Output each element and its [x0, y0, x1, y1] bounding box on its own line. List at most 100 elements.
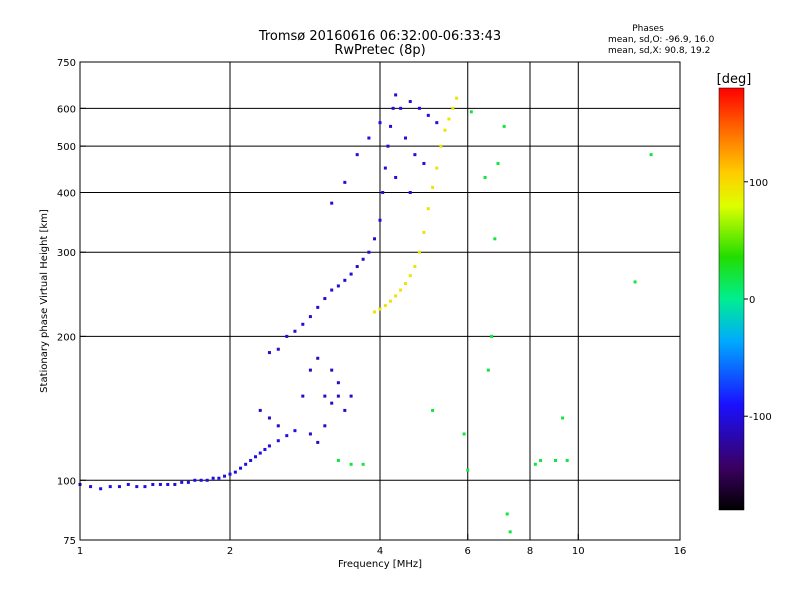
data-point [276, 439, 280, 443]
data-point [565, 458, 569, 462]
data-point [435, 166, 439, 170]
data-point [399, 288, 403, 292]
x-axis-ticks: 1 2 4 6 8 10 16 [77, 534, 686, 557]
data-point [505, 512, 509, 516]
data-point [135, 485, 139, 489]
data-point [361, 257, 365, 261]
data-point [361, 462, 365, 466]
data-points [78, 93, 653, 534]
data-point [301, 394, 305, 398]
y-tick-label: 300 [57, 248, 76, 259]
data-point [533, 462, 537, 466]
data-point [180, 480, 184, 484]
data-point [258, 451, 262, 455]
data-point [367, 250, 371, 254]
data-point [378, 218, 382, 222]
data-point [349, 272, 353, 276]
data-point [249, 458, 253, 462]
data-point [633, 280, 637, 284]
data-point [462, 432, 466, 436]
data-point [108, 485, 112, 489]
data-point [301, 322, 305, 326]
data-point [561, 416, 565, 420]
colorbar-ticks: 100 0 -100 [744, 178, 772, 423]
data-point [373, 310, 377, 314]
y-tick-label: 500 [57, 142, 76, 153]
chart-title: Tromsø 20160616 06:32:00-06:33:43 [258, 29, 501, 44]
data-point [443, 128, 447, 132]
data-point [508, 530, 512, 534]
data-point [422, 161, 426, 165]
data-point [373, 237, 377, 241]
data-point [233, 470, 237, 474]
data-point [381, 190, 385, 194]
y-axis-ticks: 75 100 200 300 400 500 600 750 [57, 58, 86, 547]
data-point [285, 434, 289, 438]
y-tick-label: 200 [57, 332, 76, 343]
data-point [258, 408, 262, 412]
data-point [466, 468, 470, 472]
data-point [355, 153, 359, 157]
data-point [417, 250, 421, 254]
data-point [447, 117, 451, 121]
data-point [316, 305, 320, 309]
colorbar [718, 87, 745, 511]
data-point [239, 466, 243, 470]
data-point [89, 485, 93, 489]
x-tick-label: 10 [572, 546, 585, 557]
y-tick-label: 75 [63, 536, 76, 547]
data-point [308, 315, 312, 319]
data-point [267, 416, 271, 420]
data-point [490, 334, 494, 338]
data-point [367, 136, 371, 140]
data-point [408, 100, 412, 104]
x-tick-label: 1 [77, 546, 83, 557]
data-point [263, 447, 267, 451]
data-point [413, 265, 417, 269]
data-point [355, 265, 359, 269]
data-point [469, 110, 473, 114]
data-point [285, 334, 289, 338]
phase-stats-title: Phases [632, 24, 664, 34]
data-point [349, 462, 353, 466]
y-tick-label: 750 [57, 58, 76, 69]
data-point [323, 394, 327, 398]
data-point [193, 478, 197, 482]
data-point [403, 136, 407, 140]
colorbar-label: [deg] [717, 72, 752, 87]
x-tick-label: 2 [227, 546, 233, 557]
data-point [451, 106, 455, 110]
data-point [378, 307, 382, 311]
data-point [343, 408, 347, 412]
data-point [158, 482, 162, 486]
data-point [493, 237, 497, 241]
data-point [173, 482, 177, 486]
data-point [293, 429, 297, 433]
x-tick-label: 4 [377, 546, 383, 557]
data-point [391, 106, 395, 110]
data-point [253, 455, 257, 459]
data-point [435, 121, 439, 125]
colorbar-tick-label: -100 [749, 412, 772, 423]
data-point [117, 485, 121, 489]
y-tick-label: 100 [57, 476, 76, 487]
data-point [330, 288, 334, 292]
data-point [186, 480, 190, 484]
data-point [199, 478, 203, 482]
data-point [403, 282, 407, 286]
data-point [217, 476, 221, 480]
data-point [323, 424, 327, 428]
data-point [336, 381, 340, 385]
data-point [378, 121, 382, 125]
data-point [316, 356, 320, 360]
data-point [223, 474, 227, 478]
data-point [408, 274, 412, 278]
y-tick-label: 400 [57, 188, 76, 199]
data-point [394, 93, 398, 97]
data-point [99, 487, 103, 491]
data-point [383, 166, 387, 170]
colorbar-tick-label: 0 [749, 295, 755, 306]
data-point [553, 458, 557, 462]
data-point [439, 144, 443, 148]
